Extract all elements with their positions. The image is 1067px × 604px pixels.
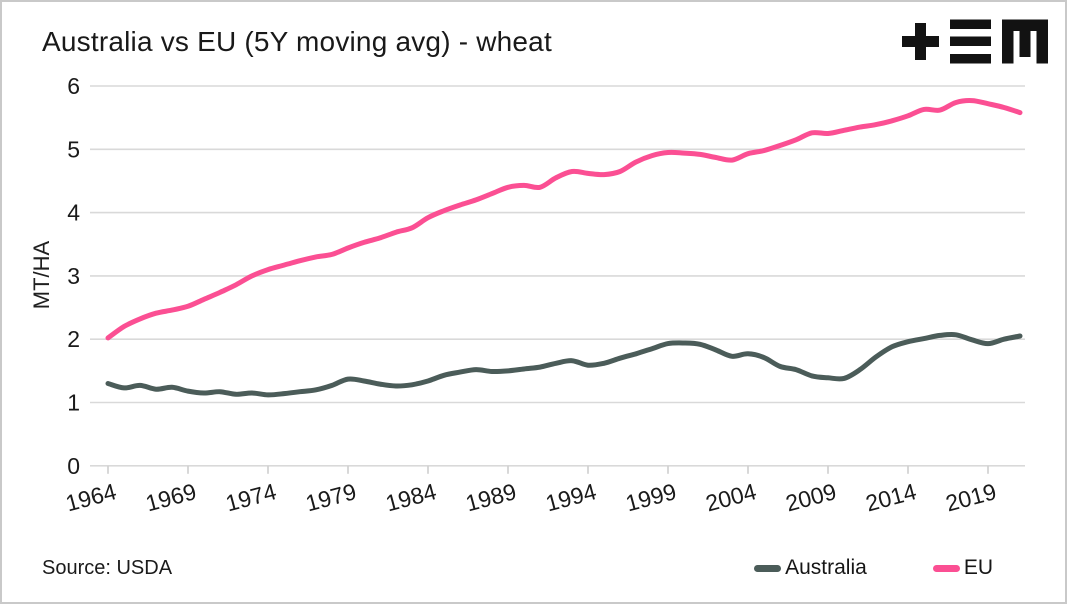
x-tick-label-2009: 2009 [783, 478, 839, 516]
x-tick-label-2019: 2019 [943, 478, 999, 516]
x-tick-label-1989: 1989 [463, 478, 519, 516]
legend-item-eu: EU [932, 556, 993, 580]
legend-item-australia: Australia [754, 556, 867, 580]
x-tick-label-1964: 1964 [63, 478, 119, 516]
y-tick-label-1: 1 [67, 390, 80, 416]
y-tick-label-3: 3 [67, 263, 80, 289]
y-tick-label-5: 5 [67, 136, 80, 162]
x-tick-label-2014: 2014 [863, 478, 919, 516]
y-tick-label-4: 4 [67, 200, 80, 226]
y-tick-label-6: 6 [67, 73, 80, 99]
source-note: Source: USDA [42, 557, 173, 579]
eu-line-swatch-icon [932, 564, 960, 572]
x-tick-label-1974: 1974 [223, 478, 279, 516]
x-tick-label-1994: 1994 [543, 478, 599, 516]
x-tick-label-2004: 2004 [703, 478, 759, 516]
y-tick-label-0: 0 [67, 453, 80, 479]
chart-legend: Australia EU [754, 556, 993, 580]
australia-series-line [105, 331, 1023, 398]
x-tick-label-1999: 1999 [623, 478, 679, 516]
eu-series-line [105, 98, 1023, 341]
legend-label-australia: Australia [785, 556, 867, 579]
x-tick-label-1969: 1969 [143, 478, 199, 516]
australia-line-swatch-icon [754, 564, 782, 572]
tem-logo-icon [902, 19, 1048, 64]
x-tick-label-1979: 1979 [303, 478, 359, 516]
legend-label-eu: EU [963, 556, 993, 579]
y-tick-label-2: 2 [67, 326, 80, 352]
chart-title: Australia vs EU (5Y moving avg) - wheat [42, 26, 552, 57]
x-tick-label-1984: 1984 [383, 478, 439, 516]
